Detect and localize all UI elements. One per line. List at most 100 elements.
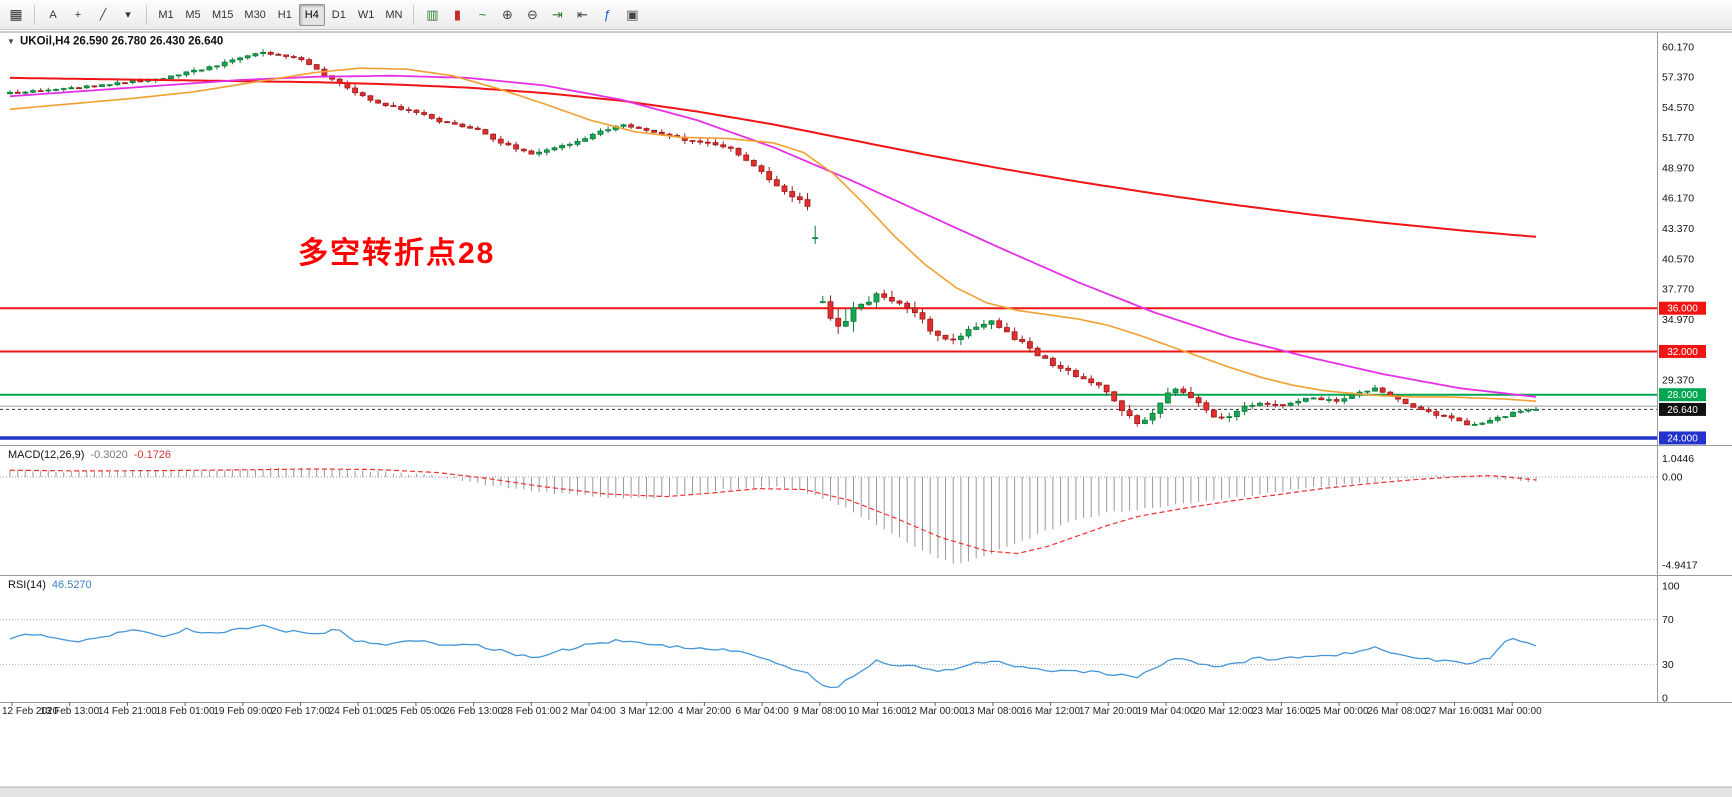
price-tick-label: 40.570 [1662,253,1694,265]
time-axis-label: 23 Mar 16:00 [1252,706,1311,717]
candle-bodies-down [14,52,1470,426]
candle-wicks-up [9,49,1537,426]
time-axis-label: 20 Feb 17:00 [271,706,330,717]
time-axis-label: 4 Mar 20:00 [678,706,732,717]
price-tick-label: 60.170 [1662,41,1694,53]
crosshair-tool-button[interactable]: + [66,4,90,26]
price-tick-label: 54.570 [1662,102,1694,114]
rsi-name: RSI(14) [8,579,46,591]
timeframe-button-w1[interactable]: W1 [353,4,380,26]
timeframe-button-h1[interactable]: H1 [272,4,298,26]
price-badge-label: 28.000 [1667,390,1698,401]
price-tick-label: 37.770 [1662,284,1694,296]
time-axis-label: 9 Mar 08:00 [793,706,847,717]
macd-signal-line [9,468,1537,555]
price-badge [1659,301,1706,315]
chart-annotation-text[interactable]: 多空转折点28 [298,237,495,270]
price-badge [1659,388,1706,402]
ma-mid-line [9,74,1537,398]
toolbar-tools-group: A + ╱ ▾ [41,4,140,26]
indicators-icon[interactable]: ƒ [595,4,619,26]
ma-fast-line [9,67,1537,402]
macd-axis-label: 1.0446 [1662,453,1694,465]
rsi-axis-label: 0 [1662,693,1668,705]
rsi-axis-label: 70 [1662,614,1674,626]
time-axis-label: 12 Feb 2020 [2,706,59,717]
time-axis-label: 25 Mar 00:00 [1310,706,1369,717]
time-axis-label: 16 Mar 12:00 [1021,706,1080,717]
timeframe-button-h4[interactable]: H4 [298,3,325,26]
zoom-in-icon[interactable]: ⊕ [495,4,519,26]
time-axis-label: 28 Feb 01:00 [502,706,561,717]
time-axis-label: 19 Mar 04:00 [1137,706,1196,717]
timeframe-button-m30[interactable]: M30 [239,4,270,26]
price-badge-label: 24.000 [1667,433,1698,444]
chart-shift-icon[interactable]: ⇤ [570,4,594,26]
ma-slow-line [10,76,1537,238]
chart-icons-group: ▥ ▮ ~ ⊕ ⊖ ⇥ ⇤ ƒ ▣ [420,4,644,26]
candlestick-chart-type-icon[interactable]: ▮ [445,4,469,26]
time-axis-label: 6 Mar 04:00 [735,706,789,717]
time-axis-label: 24 Feb 01:00 [329,706,388,717]
timeframe-button-m15[interactable]: M15 [207,4,238,26]
time-axis-label: 2 Mar 04:00 [562,706,616,717]
price-badge-label: 32.000 [1667,347,1698,358]
price-badge [1659,402,1706,416]
tile-windows-icon[interactable]: ▣ [620,4,644,26]
rsi-value: 46.5270 [52,579,92,591]
price-badge-label: 26.640 [1667,405,1698,416]
price-tick-label: 57.370 [1662,72,1694,84]
macd-label: MACD(12,26,9) -0.3020 -0.1726 [8,449,171,461]
bar-chart-type-icon[interactable]: ▥ [420,4,444,26]
time-axis-label: 31 Mar 00:00 [1483,706,1542,717]
price-tick-label: 46.170 [1662,193,1694,205]
cursor-tool-button[interactable]: A [41,4,65,26]
time-axis-label: 18 Feb 01:00 [156,706,215,717]
rsi-line [9,624,1537,689]
candle-bodies-up [7,52,1539,426]
chart-expander-icon[interactable]: ▼ [7,37,15,46]
time-axis-label: 27 Mar 16:00 [1425,706,1484,717]
charts-grid-icon[interactable]: ▦ [4,4,28,26]
price-tick-label: 48.970 [1662,162,1694,174]
time-axis-label: 14 Feb 21:00 [98,706,157,717]
line-chart-type-icon[interactable]: ~ [470,4,494,26]
price-badge [1659,344,1706,358]
chart-area[interactable]: 36.000 32.000 28.000 26.640 24.000 60.170 57.3… [0,30,1732,797]
auto-scroll-icon[interactable]: ⇥ [545,4,569,26]
macd-name: MACD(12,26,9) [8,449,84,461]
trendline-tool-button[interactable]: ╱ [91,4,115,26]
time-axis-label: 3 Mar 12:00 [620,706,674,717]
macd-axis-label: 0.00 [1662,472,1683,484]
time-axis-label: 13 Feb 13:00 [40,706,99,717]
toolbar: ▦ A + ╱ ▾ M1 M5 M15 M30 H1 H4 D1 W1 MN ▥ ▮ ~ ⊕ ⊖ ⇥ ⇤ ƒ ▣ [0,0,1732,30]
drawing-tools-dropdown[interactable]: ▾ [116,4,140,26]
time-axis-label: 25 Feb 05:00 [386,706,445,717]
rsi-axis-label: 30 [1662,659,1674,671]
time-axis-label: 10 Mar 16:00 [848,706,907,717]
window-bottom-edge [0,787,1732,797]
macd-main-value: -0.3020 [90,449,127,461]
time-axis-label: 20 Mar 12:00 [1194,706,1253,717]
symbol-ohlc-text: UKOil,H4 26.590 26.780 26.430 26.640 [20,36,223,48]
macd-histogram [9,467,1537,564]
timeframe-group: M1 M5 M15 M30 H1 H4 D1 W1 MN [153,3,407,26]
price-badge [1659,431,1706,445]
toolbar-separator [34,4,35,25]
toolbar-separator [413,4,415,25]
macd-signal-value: -0.1726 [134,449,171,461]
time-axis-label: 26 Feb 13:00 [444,706,503,717]
zoom-out-icon[interactable]: ⊖ [520,4,544,26]
time-axis-label: 26 Mar 08:00 [1367,706,1426,717]
timeframe-button-mn[interactable]: MN [380,4,407,26]
time-axis-label: 19 Feb 09:00 [213,706,272,717]
timeframe-button-m5[interactable]: M5 [180,4,206,26]
price-badge-label: 36.000 [1667,304,1698,315]
price-tick-label: 43.370 [1662,223,1694,235]
rsi-axis-label: 100 [1662,581,1680,593]
price-tick-label: 51.770 [1662,132,1694,144]
rsi-label: RSI(14) 46.5270 [8,579,92,591]
timeframe-button-m1[interactable]: M1 [153,4,179,26]
macd-axis-label: -4.9417 [1662,559,1698,571]
timeframe-button-d1[interactable]: D1 [326,4,352,26]
